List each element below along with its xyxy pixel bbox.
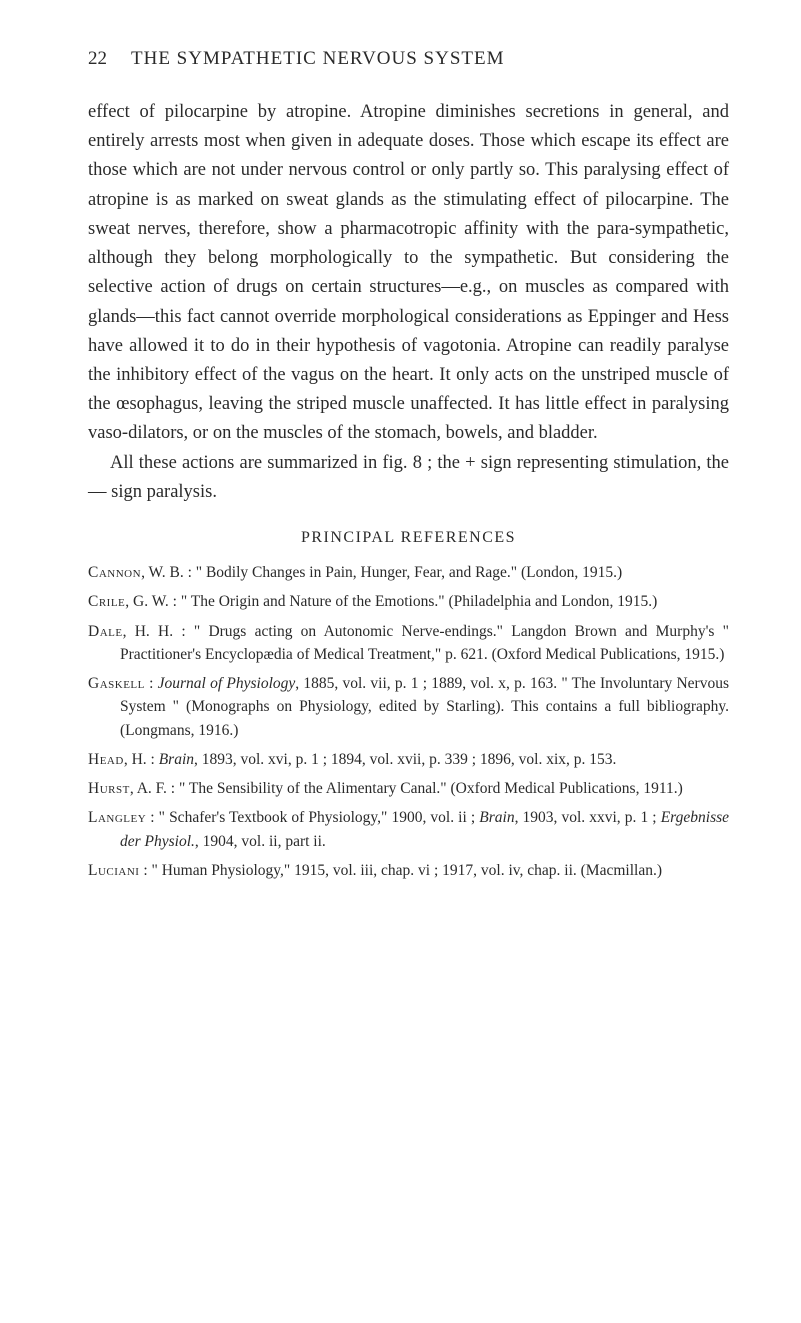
ref-head: Head, H. : Brain, 1893, vol. xvi, p. 1 ;… xyxy=(88,748,729,771)
paragraph-1: effect of pilocarpine by atropine. Atrop… xyxy=(88,98,729,449)
ref-journal: Journal of Physiology xyxy=(158,675,296,692)
ref-gaskell: Gaskell : Journal of Physiology, 1885, v… xyxy=(88,672,729,742)
ref-author: Hurst xyxy=(88,780,130,797)
ref-text: , H. H. : " Drugs acting on Autonomic Ne… xyxy=(120,623,729,663)
ref-text: , 1904, vol. ii, part ii. xyxy=(195,833,326,850)
references-heading: PRINCIPAL REFERENCES xyxy=(88,529,729,547)
ref-author: Langley xyxy=(88,809,146,826)
ref-author: Luciani xyxy=(88,862,139,879)
paragraph-2: All these actions are summarized in fig.… xyxy=(88,449,729,507)
ref-luciani: Luciani : " Human Physiology," 1915, vol… xyxy=(88,859,729,882)
ref-text: , H. : xyxy=(124,751,159,768)
ref-text: : " Schafer's Textbook of Physiology," 1… xyxy=(146,809,479,826)
ref-hurst: Hurst, A. F. : " The Sensibility of the … xyxy=(88,777,729,800)
page-number: 22 xyxy=(88,48,107,70)
ref-text: : " Human Physiology," 1915, vol. iii, c… xyxy=(139,862,662,879)
ref-author: Head xyxy=(88,751,124,768)
ref-text: , 1893, vol. xvi, p. 1 ; 1894, vol. xvii… xyxy=(194,751,616,768)
ref-journal: Brain xyxy=(159,751,194,768)
ref-author: Crile xyxy=(88,593,125,610)
ref-author: Cannon xyxy=(88,564,141,581)
ref-langley: Langley : " Schafer's Textbook of Physio… xyxy=(88,806,729,853)
body-text: effect of pilocarpine by atropine. Atrop… xyxy=(88,98,729,507)
chapter-title: THE SYMPATHETIC NERVOUS SYSTEM xyxy=(131,48,505,70)
ref-text: : xyxy=(145,675,158,692)
ref-text: , 1903, vol. xxvi, p. 1 ; xyxy=(515,809,661,826)
ref-dale: Dale, H. H. : " Drugs acting on Autonomi… xyxy=(88,620,729,667)
ref-text: , W. B. : " Bodily Changes in Pain, Hung… xyxy=(141,564,622,581)
page-header: 22 THE SYMPATHETIC NERVOUS SYSTEM xyxy=(88,48,729,70)
ref-text: , G. W. : " The Origin and Nature of the… xyxy=(125,593,657,610)
ref-crile: Crile, G. W. : " The Origin and Nature o… xyxy=(88,590,729,613)
references-list: Cannon, W. B. : " Bodily Changes in Pain… xyxy=(88,561,729,882)
ref-journal: Brain xyxy=(479,809,514,826)
ref-author: Dale xyxy=(88,623,123,640)
ref-cannon: Cannon, W. B. : " Bodily Changes in Pain… xyxy=(88,561,729,584)
ref-text: , A. F. : " The Sensibility of the Alime… xyxy=(130,780,683,797)
ref-author: Gaskell xyxy=(88,675,145,692)
